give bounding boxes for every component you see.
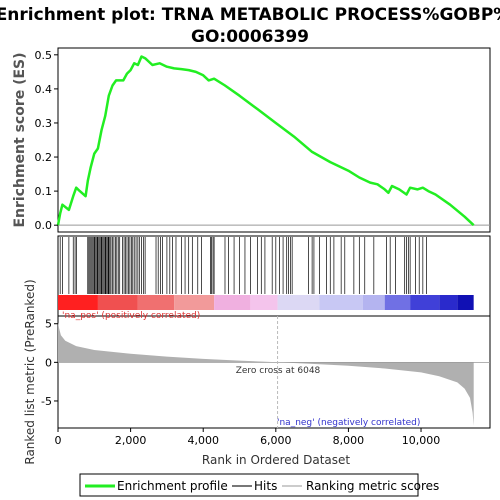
x-tick-label: 0: [55, 434, 62, 447]
band-segment: [439, 295, 458, 310]
band-segment: [277, 295, 320, 310]
x-tick-label: 4,000: [187, 434, 219, 447]
band-segment: [362, 295, 385, 310]
x-tick-label: 8,000: [333, 434, 365, 447]
axes-layer: 0.0 0.1 0.2 0.3 0.4 0.5 -5 0 5 0 2,000 4,000 6,000 8,…: [35, 49, 441, 447]
hits-layer: [59, 237, 427, 294]
metric-panel-frame: [57, 315, 491, 429]
metric-layer: [58, 316, 490, 428]
zero-cross-label: Zero cross at 6048: [236, 366, 321, 376]
x-axis-label: Rank in Ordered Dataset: [202, 453, 350, 467]
ranking-band: [58, 295, 474, 310]
chart-title-line1: Enrichment plot: TRNA METABOLIC PROCESS%…: [0, 5, 500, 25]
es-layer: [56, 55, 490, 227]
es-y-tick-label: 0.4: [35, 83, 53, 96]
band-segment: [174, 295, 215, 310]
metric-y-axis-label: Ranked list metric (PreRanked): [23, 279, 37, 464]
metric-y-tick-label: 5: [45, 318, 52, 331]
legend-metric-label: Ranking metric scores: [306, 479, 439, 493]
band-segment: [250, 295, 278, 310]
legend-hits-label: Hits: [254, 479, 277, 493]
x-tick-label: 2,000: [115, 434, 147, 447]
es-y-tick-label: 0.0: [35, 219, 53, 232]
es-y-tick-label: 0.5: [35, 49, 53, 62]
x-tick-label: 10,000: [402, 434, 441, 447]
band-segment: [58, 295, 98, 310]
x-tick-label: 6,000: [260, 434, 292, 447]
enrichment-profile-line: [56, 55, 475, 227]
es-y-tick-label: 0.2: [35, 151, 53, 164]
band-segment: [319, 295, 363, 310]
es-y-axis-label: Enrichment score (ES): [12, 52, 28, 227]
band-segment: [97, 295, 138, 310]
es-panel-frame: [57, 47, 491, 233]
chart-title-line2: GO:0006399: [191, 27, 309, 47]
pos-correlated-label: 'na_pos' (positively correlated): [62, 311, 200, 321]
band-segment: [410, 295, 440, 310]
neg-correlated-label: 'na_neg' (negatively correlated): [277, 418, 420, 428]
band-segment: [457, 295, 474, 310]
es-y-tick-label: 0.1: [35, 185, 53, 198]
metric-y-tick-label: -5: [41, 395, 52, 408]
legend-enrichment-label: Enrichment profile: [117, 479, 228, 493]
metric-y-tick-label: 0: [45, 356, 52, 369]
es-y-tick-label: 0.3: [35, 117, 53, 130]
band-segment: [214, 295, 251, 310]
band-segment: [384, 295, 411, 310]
band-segment: [137, 295, 175, 310]
